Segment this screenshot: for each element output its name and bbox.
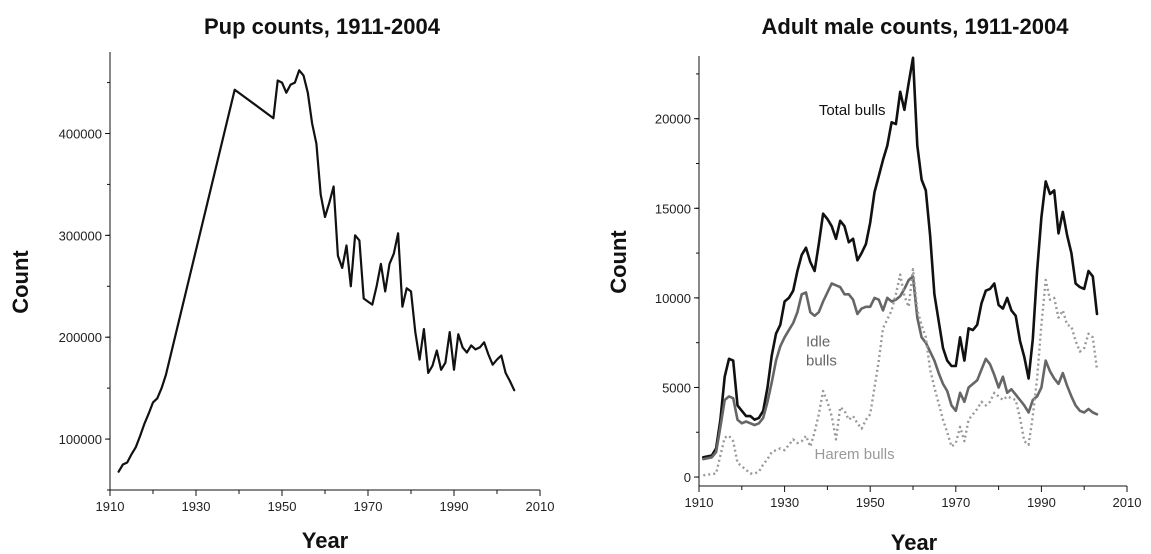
plot-area: 1910 1930 1950 1970 1990 2010 100000 200000 3000…	[59, 52, 555, 514]
x-tick-label: 1930	[770, 495, 799, 510]
harem-bulls-line	[703, 269, 1097, 475]
y-axis-label: Count	[606, 230, 631, 294]
total-bulls-label: Total bulls	[819, 102, 886, 119]
y-tick-label: 10000	[655, 291, 691, 306]
y-tick-label: 400000	[59, 126, 102, 141]
plot-area: 1910 1930 1950 1970 1990 2010 0 5000 10000 15000 2…	[655, 56, 1142, 510]
y-tick-label: 0	[684, 470, 691, 485]
harem-bulls-label: Harem bulls	[815, 446, 895, 463]
x-tick-label: 1990	[1027, 495, 1056, 510]
y-tick-label: 300000	[59, 228, 102, 243]
x-tick-label: 1910	[685, 495, 714, 510]
label-line: Idle	[806, 333, 830, 350]
adult-male-counts-chart-panel: Adult male counts, 1911-2004 Year Count …	[576, 0, 1151, 554]
chart-title: Pup counts, 1911-2004	[204, 14, 441, 39]
label-line: bulls	[806, 352, 837, 369]
y-tick-label: 15000	[655, 201, 691, 216]
x-axis-label: Year	[891, 530, 938, 554]
x-tick-label: 2010	[526, 499, 555, 514]
adult-male-counts-chart: Adult male counts, 1911-2004 Year Count …	[576, 0, 1151, 554]
x-tick-label: 2010	[1113, 495, 1142, 510]
x-tick-label: 1970	[354, 499, 383, 514]
y-tick-label: 5000	[662, 380, 691, 395]
x-tick-label: 1910	[96, 499, 125, 514]
chart-title: Adult male counts, 1911-2004	[762, 14, 1070, 39]
pup-counts-chart-panel: Pup counts, 1911-2004 Year Count 1910 193…	[0, 0, 576, 554]
y-tick-label: 20000	[655, 112, 691, 127]
y-tick-label: 200000	[59, 330, 102, 345]
pup-counts-chart: Pup counts, 1911-2004 Year Count 1910 193…	[0, 0, 576, 554]
x-tick-label: 1990	[440, 499, 469, 514]
x-tick-label: 1950	[268, 499, 297, 514]
x-axis-label: Year	[302, 528, 349, 553]
idle-bulls-label: Idle bulls	[806, 333, 837, 369]
y-axis-label: Count	[8, 250, 33, 314]
series-line	[119, 70, 515, 471]
x-tick-label: 1930	[182, 499, 211, 514]
x-tick-label: 1950	[856, 495, 885, 510]
y-tick-label: 100000	[59, 432, 102, 447]
x-tick-label: 1970	[941, 495, 970, 510]
idle-bulls-line	[703, 276, 1097, 459]
